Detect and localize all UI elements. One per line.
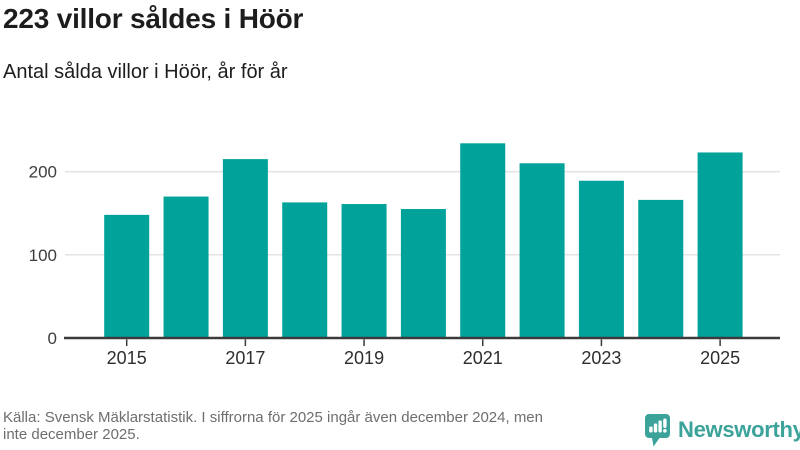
x-axis-label-2023: 2023 bbox=[581, 348, 621, 368]
source-note-line-2: inte december 2025. bbox=[3, 426, 140, 443]
page-subtitle: Antal sålda villor i Höör, år för år bbox=[3, 61, 288, 83]
bar-2018 bbox=[282, 202, 328, 338]
logo-exclamation-stem bbox=[663, 418, 667, 428]
bar-chart: 0 100 200 2015 2017 2019 2021 2023 2025 bbox=[29, 143, 780, 368]
bar-2020 bbox=[400, 209, 446, 338]
page-title: 223 villor såldes i Höör bbox=[3, 3, 304, 34]
y-axis-label-100: 100 bbox=[29, 246, 57, 265]
x-axis-label-2025: 2025 bbox=[700, 348, 740, 368]
bar-2025 bbox=[697, 152, 743, 338]
bar-2022 bbox=[519, 163, 565, 338]
x-axis-label-2017: 2017 bbox=[225, 348, 265, 368]
bar-2015 bbox=[104, 214, 150, 338]
x-axis-label-2019: 2019 bbox=[344, 348, 384, 368]
source-note: Källa: Svensk Mäklarstatistik. I siffror… bbox=[3, 409, 663, 443]
x-axis-label-2021: 2021 bbox=[463, 348, 503, 368]
logo-bar-large bbox=[658, 420, 662, 432]
bar-2023 bbox=[578, 180, 624, 338]
bar-2024 bbox=[638, 199, 684, 338]
newsworthy-speech-bubble-icon bbox=[645, 413, 670, 446]
bar-2016 bbox=[163, 196, 209, 338]
logo-bar-small bbox=[649, 426, 653, 432]
logo-bar-medium bbox=[653, 423, 658, 432]
bar-2021 bbox=[460, 143, 506, 338]
bar-2019 bbox=[341, 204, 387, 338]
logo-exclamation-dot bbox=[663, 428, 667, 433]
x-axis-label-2015: 2015 bbox=[107, 348, 147, 368]
y-axis-label-0: 0 bbox=[48, 329, 57, 348]
y-axis-label-200: 200 bbox=[29, 163, 57, 182]
newsworthy-wordmark: Newsworthy bbox=[678, 417, 800, 442]
bar-2017 bbox=[222, 159, 268, 338]
newsworthy-logo: Newsworthy bbox=[644, 412, 800, 448]
source-note-line-1: Källa: Svensk Mäklarstatistik. I siffror… bbox=[3, 409, 543, 426]
